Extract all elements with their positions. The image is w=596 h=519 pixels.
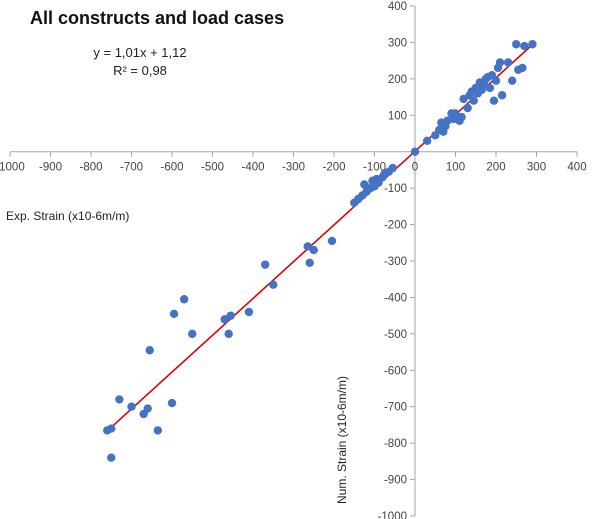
y-tick-label: -500 xyxy=(384,329,407,341)
x-tick-label: -500 xyxy=(201,162,224,174)
data-point xyxy=(145,346,154,355)
data-point xyxy=(518,63,527,73)
data-point xyxy=(244,307,254,317)
data-point xyxy=(528,40,537,49)
x-tick-label: -1000 xyxy=(0,162,25,174)
data-point xyxy=(410,147,420,156)
y-tick-label: -800 xyxy=(384,438,407,450)
data-point xyxy=(309,245,318,255)
data-point xyxy=(305,258,314,268)
trendline-group xyxy=(106,44,533,432)
data-point xyxy=(495,58,505,67)
y-tick-label: -1000 xyxy=(378,511,407,519)
data-point xyxy=(107,453,116,462)
x-tick-label: 400 xyxy=(567,162,586,174)
data-point xyxy=(115,395,124,404)
data-point xyxy=(489,96,499,105)
data-point xyxy=(520,41,529,51)
data-point xyxy=(127,402,136,411)
data-point xyxy=(226,311,235,320)
data-point xyxy=(153,426,163,435)
x-tick-label: -700 xyxy=(120,162,143,174)
y-tick-label: -200 xyxy=(384,220,407,232)
x-tick-label: -400 xyxy=(241,162,264,174)
chart-title: All constructs and load cases xyxy=(30,8,284,28)
data-point xyxy=(269,280,278,289)
x-tick-label: -200 xyxy=(322,162,345,174)
data-points xyxy=(103,40,537,462)
x-tick-label: 200 xyxy=(486,162,505,174)
x-axis-label: Exp. Strain (x10-6m/m) xyxy=(6,209,129,223)
y-tick-label: -300 xyxy=(384,256,407,268)
data-point xyxy=(497,91,507,100)
data-point xyxy=(188,329,197,339)
y-tick-label: 200 xyxy=(388,74,407,86)
y-tick-label: 300 xyxy=(388,37,407,49)
y-axis-label: Num. Strain (x10-6m/m) xyxy=(335,376,349,504)
data-point xyxy=(508,76,517,85)
data-point xyxy=(463,103,472,113)
x-tick-label: -900 xyxy=(39,162,62,174)
trendline-equation: y = 1,01x + 1,12 xyxy=(93,45,186,60)
x-tick-label: -800 xyxy=(79,162,102,174)
y-tick-label: 400 xyxy=(388,1,407,13)
y-tick-label: -700 xyxy=(384,402,407,414)
data-point xyxy=(107,424,116,433)
data-point xyxy=(459,94,468,104)
data-point xyxy=(303,242,312,251)
y-tick-label: -100 xyxy=(384,183,407,195)
data-point xyxy=(491,76,501,85)
data-point xyxy=(503,58,513,67)
data-point xyxy=(224,329,233,339)
data-point xyxy=(388,163,397,173)
trendline xyxy=(106,44,533,432)
data-point xyxy=(169,309,179,319)
data-point xyxy=(469,96,478,105)
trendline-r-squared: R² = 0,98 xyxy=(113,63,167,78)
data-point xyxy=(360,180,369,189)
x-tick-label: -600 xyxy=(160,162,183,174)
data-point xyxy=(220,315,229,324)
x-tick-label: -100 xyxy=(363,162,386,174)
x-tick-label: 0 xyxy=(412,162,418,174)
data-point xyxy=(457,112,466,122)
y-tick-label: -600 xyxy=(384,365,407,377)
y-tick-label: 100 xyxy=(388,110,407,122)
x-tick-label: 100 xyxy=(446,162,465,174)
data-point xyxy=(451,109,460,118)
data-point xyxy=(422,136,432,145)
data-point xyxy=(485,83,495,93)
y-axis-ticks: 400 300 200 100 -100 -200 -300 -400 -500 -600 -700… xyxy=(378,1,415,519)
y-tick-label: -900 xyxy=(384,475,407,487)
data-point xyxy=(179,295,189,304)
data-point xyxy=(327,236,337,246)
data-point xyxy=(512,40,521,49)
data-point xyxy=(260,260,270,269)
x-axis-ticks: -1000-900-800-700-600-500-400-300-200-10… xyxy=(0,151,587,174)
x-tick-label: 300 xyxy=(527,162,546,174)
data-point xyxy=(167,398,177,408)
x-tick-label: -300 xyxy=(282,162,305,174)
y-tick-label: -400 xyxy=(384,292,407,304)
data-point xyxy=(143,404,152,413)
